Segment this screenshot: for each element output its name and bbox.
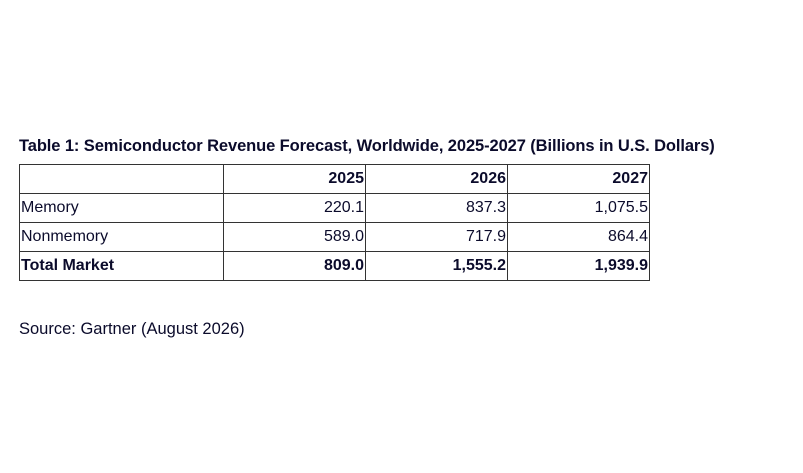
cell-value: 1,939.9: [507, 251, 650, 281]
cell-value: 864.4: [507, 222, 650, 252]
cell-value: 717.9: [365, 222, 508, 252]
cell-value: 1,555.2: [365, 251, 508, 281]
row-label: Nonmemory: [19, 222, 224, 252]
cell-value: 589.0: [223, 222, 366, 252]
table-row-nonmemory: Nonmemory 589.0 717.9 864.4: [19, 222, 650, 252]
revenue-forecast-table: 2025 2026 2027 Memory 220.1 837.3 1,075.…: [19, 164, 650, 281]
header-cell-2025: 2025: [223, 164, 366, 194]
table-header-row: 2025 2026 2027: [19, 164, 650, 194]
cell-value: 220.1: [223, 193, 366, 223]
table-title: Table 1: Semiconductor Revenue Forecast,…: [19, 137, 715, 155]
header-cell-2027: 2027: [507, 164, 650, 194]
row-label: Total Market: [19, 251, 224, 281]
source-note: Source: Gartner (August 2026): [19, 320, 245, 338]
header-cell-empty: [19, 164, 224, 194]
header-cell-2026: 2026: [365, 164, 508, 194]
table-row-memory: Memory 220.1 837.3 1,075.5: [19, 193, 650, 223]
cell-value: 809.0: [223, 251, 366, 281]
cell-value: 1,075.5: [507, 193, 650, 223]
row-label: Memory: [19, 193, 224, 223]
cell-value: 837.3: [365, 193, 508, 223]
table-row-total-market: Total Market 809.0 1,555.2 1,939.9: [19, 251, 650, 281]
